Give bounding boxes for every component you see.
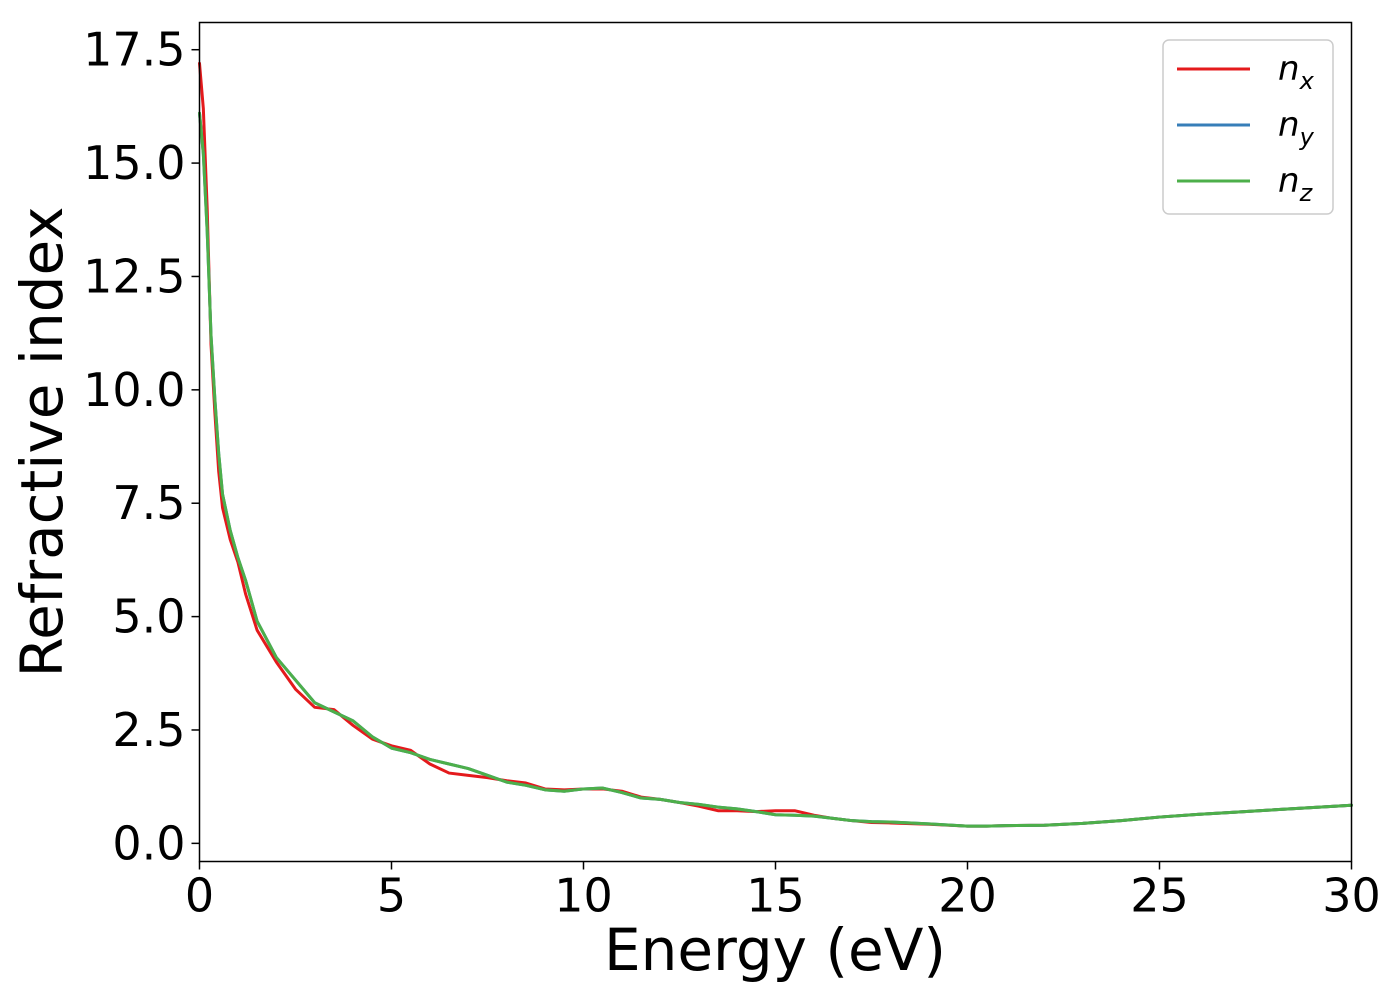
y-tick-label: 12.5 <box>83 249 185 303</box>
x-axis-label: Energy (eV) <box>604 916 946 984</box>
x-tick-label: 25 <box>1130 869 1189 923</box>
y-axis-label: Refractive index <box>8 206 76 677</box>
y-tick-label: 15.0 <box>83 136 185 190</box>
y-tick-label: 5.0 <box>112 590 185 644</box>
x-tick-label: 20 <box>938 869 997 923</box>
legend-label-z: nz <box>1278 161 1314 207</box>
x-tick-label: 10 <box>554 869 613 923</box>
ticks-layer: 0 5 10 15 20 25 30 0.0 2.5 5.0 7.5 10.0 12.5 15.0 17.5 <box>83 23 1381 923</box>
series-line-z <box>198 111 1353 828</box>
legend-frame <box>1162 39 1334 215</box>
y-tick-label: 7.5 <box>112 476 185 530</box>
series-layer <box>198 61 1353 828</box>
x-tick-label: 15 <box>746 869 805 923</box>
x-tick-label: 0 <box>185 869 214 923</box>
legend-label-x: nx <box>1278 49 1315 95</box>
x-tick-label: 30 <box>1322 869 1381 923</box>
y-tick-label: 10.0 <box>83 363 185 417</box>
y-tick-label: 2.5 <box>112 703 185 757</box>
y-tick-label: 0.0 <box>112 816 185 870</box>
legend: nx ny nz <box>1162 39 1334 215</box>
series-line-y <box>198 111 1353 828</box>
x-tick-label: 5 <box>377 869 406 923</box>
legend-label-y: ny <box>1278 105 1315 151</box>
y-tick-label: 17.5 <box>83 23 185 77</box>
